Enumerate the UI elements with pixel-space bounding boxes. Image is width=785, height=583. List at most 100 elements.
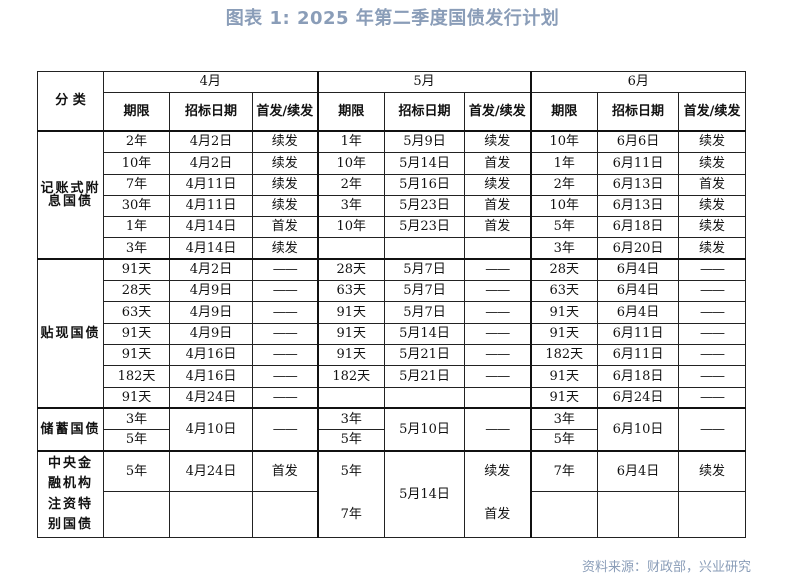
cell: 91天 — [316, 322, 385, 346]
cell — [384, 237, 465, 260]
table-row: 91天 4月24日 —— 91天 6月24日 —— — [38, 386, 747, 409]
month-header-may: 5月 — [316, 70, 532, 94]
cell: 续发 — [252, 152, 318, 175]
table-row: 28天 4月9日 —— 63天 5月7日 —— 63天 6月4日 —— — [38, 280, 747, 303]
cell: —— — [678, 322, 747, 346]
cell: 5月7日 — [384, 301, 465, 324]
cell: 6月13日 — [597, 194, 680, 218]
cell: 6月20日 — [597, 237, 680, 260]
cell: 首发 — [252, 216, 318, 239]
cell: 5月10日 — [384, 407, 465, 452]
cell: 续发 — [252, 194, 318, 218]
cell: 1年 — [316, 130, 385, 154]
cell: 首发 — [252, 450, 318, 493]
cell: 5年 — [103, 450, 170, 493]
cell: 续发 — [678, 216, 747, 239]
col-header-type: 首发/续发 — [463, 92, 532, 132]
cell: 6月4日 — [597, 258, 680, 282]
table-row: 91天 4月16日 —— 91天 5月21日 —— 182天 6月11日 —— — [38, 344, 747, 367]
cell: 4月10日 — [169, 407, 253, 452]
cell: 首发 — [463, 194, 532, 218]
cell: 续发 — [463, 173, 532, 196]
cell: 10年 — [529, 130, 599, 154]
cell — [316, 237, 385, 260]
cell: 4月9日 — [169, 301, 253, 324]
cell: 5月7日 — [384, 258, 465, 282]
cell: 4月14日 — [169, 237, 253, 260]
category-discount-bonds: 贴现国债 — [37, 258, 104, 409]
table-row: 91天 4月9日 —— 91天 5月14日 —— 91天 6月11日 —— — [38, 322, 747, 346]
col-header-term: 期限 — [529, 92, 599, 132]
cell: 10年 — [316, 216, 385, 239]
cell: —— — [252, 322, 318, 346]
cell: 4月14日 — [169, 216, 253, 239]
cell: 4月11日 — [169, 173, 253, 196]
cell: 3年 — [103, 237, 170, 260]
cell — [529, 491, 599, 538]
cell: 首发 — [678, 173, 747, 196]
cell: 91天 — [316, 301, 385, 324]
cell: 91天 — [103, 258, 170, 282]
cell: 4月2日 — [169, 258, 253, 282]
cell: 28天 — [529, 258, 599, 282]
cell: 4月24日 — [169, 386, 253, 409]
cell: —— — [252, 301, 318, 324]
cell: 91天 — [103, 386, 170, 409]
source-note: 资料来源：财政部，兴业研究 — [581, 560, 751, 575]
cell: —— — [252, 386, 318, 409]
col-header-date: 招标日期 — [384, 92, 465, 132]
page-title: 图表 1: 2025 年第二季度国债发行计划 — [225, 8, 560, 29]
table-row: 7年 4月11日 续发 2年 5月16日 续发 2年 6月13日 首发 — [38, 173, 747, 196]
table-row: 记账式附息国债 2年 4月2日 续发 1年 5月9日 续发 10年 6月6日 续… — [37, 130, 747, 260]
cell: 6月13日 — [597, 173, 680, 196]
cell: 5月23日 — [384, 216, 465, 239]
cell: 首发 — [463, 216, 532, 239]
category-bookentry-bonds: 记账式附息国债 — [37, 130, 104, 260]
cell: —— — [463, 280, 532, 303]
cell: 4月16日 — [169, 365, 253, 388]
cell: 5月14日 — [384, 322, 465, 346]
cell: 续发 — [252, 130, 318, 154]
cell: 7年 — [103, 173, 170, 196]
cell: 4月11日 — [169, 194, 253, 218]
col-header-type: 首发/续发 — [252, 92, 318, 132]
cell: 5月23日 — [384, 194, 465, 218]
cell: —— — [252, 258, 318, 282]
col-header-date: 招标日期 — [169, 92, 253, 132]
cell: —— — [678, 407, 747, 452]
col-header-date: 招标日期 — [597, 92, 680, 132]
cell: 91天 — [529, 365, 599, 388]
cell: 6月4日 — [597, 450, 680, 493]
table-row: 贴现国债 91天 4月2日 —— 28天 5月7日 —— 28天 6月4日 —— — [37, 258, 747, 409]
table-row: 182天 4月16日 —— 182天 5月21日 —— 91天 6月18日 —— — [38, 365, 747, 388]
cell: 5月9日 — [384, 130, 465, 154]
table-row: 7年 首发 — [38, 491, 747, 538]
cell: —— — [463, 301, 532, 324]
cell: —— — [678, 365, 747, 388]
cell: 4月9日 — [169, 322, 253, 346]
cell: 91天 — [103, 322, 170, 346]
table-row: 中央金融机构注资特别国债 5年 4月24日 首发 5年 5月14日 续发 7年 … — [37, 450, 747, 539]
cell: —— — [678, 280, 747, 303]
cell: 91天 — [529, 322, 599, 346]
cell: 91天 — [103, 344, 170, 367]
month-header-apr: 4月 — [103, 70, 318, 94]
cell: 10年 — [103, 152, 170, 175]
cell: 2年 — [316, 173, 385, 196]
cell: —— — [252, 280, 318, 303]
cell — [463, 386, 532, 409]
table-row: 1年 4月14日 首发 10年 5月23日 首发 5年 6月18日 续发 — [38, 216, 747, 239]
cell: 续发 — [252, 237, 318, 260]
cell: —— — [252, 407, 318, 452]
cell: 续发 — [463, 450, 532, 492]
table-row: 3年 4月14日 续发 3年 6月20日 续发 — [38, 237, 747, 260]
cell: —— — [463, 258, 532, 282]
cell: 30年 — [103, 194, 170, 218]
cell: 首发 — [463, 152, 532, 175]
cell: 5年 — [103, 429, 170, 452]
cell: 续发 — [678, 152, 747, 175]
table-row: 30年 4月11日 续发 3年 5月23日 首发 10年 6月13日 续发 — [38, 194, 747, 218]
cell: 28天 — [316, 258, 385, 282]
cell: 7年 — [316, 491, 385, 538]
cell: 6月11日 — [597, 322, 680, 346]
